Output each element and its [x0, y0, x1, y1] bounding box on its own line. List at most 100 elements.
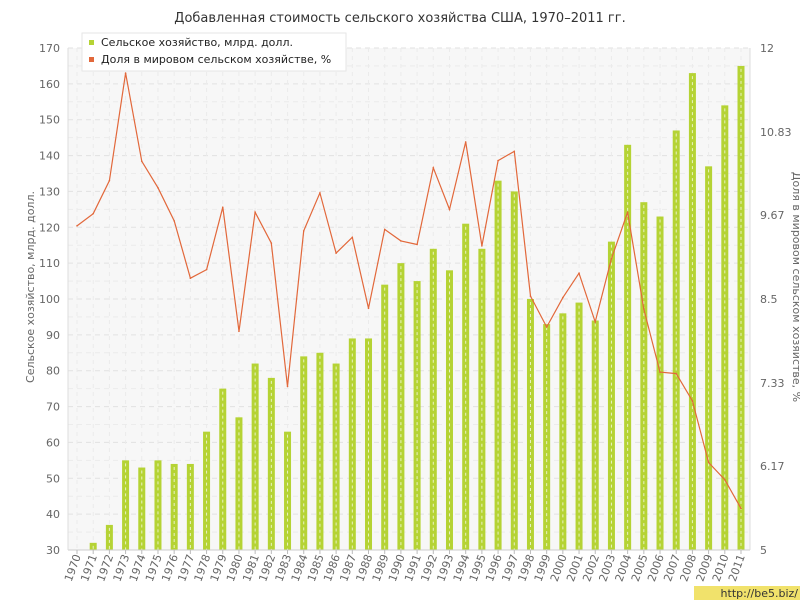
- line-point-2000: [562, 296, 564, 299]
- line-point-1972: [108, 179, 111, 182]
- line-point-1974: [140, 160, 143, 163]
- bar-1980: [235, 417, 243, 550]
- bar-1982: [267, 377, 275, 550]
- bar-2002: [591, 320, 599, 550]
- right-tick-label: 10.83: [760, 126, 792, 139]
- line-point-1981: [254, 211, 256, 214]
- left-tick-label: 90: [46, 329, 60, 342]
- line-point-1995: [481, 245, 483, 247]
- legend-marker-line: [89, 57, 94, 62]
- left-tick-label: 60: [46, 436, 60, 449]
- left-tick-label: 170: [39, 42, 60, 55]
- bar-1972: [105, 524, 113, 550]
- right-tick-label: 7.33: [760, 377, 785, 390]
- right-axis-label: Доля в мировом сельском хозяйстве, %: [790, 172, 800, 402]
- axes: [67, 48, 751, 551]
- left-axis-label: Сельское хозяйство, млрд. долл.: [24, 191, 37, 383]
- bar-1973: [122, 460, 130, 550]
- left-tick-label: 140: [39, 150, 60, 163]
- line-point-1990: [400, 240, 402, 242]
- line-point-1982: [270, 242, 273, 244]
- right-tick-label: 5: [760, 544, 767, 557]
- line-point-1996: [497, 159, 499, 162]
- bar-1984: [300, 356, 308, 550]
- line-point-1978: [205, 268, 208, 271]
- legend: Сельское хозяйство, млрд. долл. Доля в м…: [81, 32, 347, 72]
- line-point-1987: [351, 236, 354, 239]
- line-point-2001: [578, 272, 580, 274]
- chart-title: Добавленная стоимость сельского хозяйств…: [174, 11, 625, 26]
- bar-1975: [154, 460, 162, 550]
- line-point-1994: [464, 141, 467, 143]
- left-tick-label: 150: [39, 114, 60, 127]
- legend-marker-bar: [89, 40, 94, 45]
- bar-2010: [721, 105, 729, 550]
- line-path: [76, 72, 742, 509]
- bar-2011: [737, 65, 745, 550]
- left-tick-label: 160: [39, 78, 60, 91]
- line-point-1986: [335, 252, 337, 254]
- watermark-link[interactable]: http://be5.biz/: [721, 587, 799, 600]
- left-tick-label: 70: [46, 401, 60, 414]
- line-point-2011: [740, 507, 742, 510]
- left-tick-label: 80: [46, 365, 60, 378]
- bar-1979: [219, 388, 227, 550]
- left-tick-label: 120: [39, 221, 60, 234]
- line-point-2009: [707, 461, 710, 464]
- right-tick-label: 9.67: [760, 209, 785, 222]
- line-point-2003: [610, 258, 613, 260]
- line-point-1976: [173, 220, 175, 222]
- line-series: [76, 72, 742, 510]
- x-axis-ticks: 1970197119721973197419751976197719781979…: [62, 550, 748, 583]
- line-point-1999: [545, 326, 548, 328]
- line-point-2006: [659, 371, 661, 373]
- bar-series: [89, 65, 745, 551]
- left-tick-label: 110: [39, 257, 60, 270]
- bar-1976: [170, 463, 178, 550]
- line-point-1993: [448, 208, 451, 211]
- bar-1977: [186, 463, 194, 550]
- line-point-1984: [302, 230, 305, 232]
- line-point-1979: [221, 206, 224, 209]
- line-point-2010: [724, 478, 726, 481]
- bar-1992: [429, 248, 437, 551]
- line-point-1991: [416, 243, 418, 246]
- line-point-2004: [626, 211, 629, 214]
- right-tick-label: 12: [760, 42, 774, 55]
- watermark[interactable]: http://be5.biz/: [694, 586, 800, 600]
- line-point-1977: [189, 277, 192, 280]
- line-point-2005: [643, 308, 645, 310]
- left-tick-label: 50: [46, 472, 60, 485]
- line-point-2007: [675, 372, 678, 375]
- left-axis-ticks: 30 40 50 60 70 80 90 100 110 120 130 140 150 160 170: [39, 42, 60, 557]
- line-point-1988: [367, 307, 370, 310]
- line-point-1971: [92, 212, 94, 215]
- line-point-1997: [513, 150, 516, 153]
- left-tick-label: 40: [46, 508, 60, 521]
- line-point-1975: [157, 187, 159, 189]
- line-point-2008: [691, 400, 694, 402]
- left-tick-label: 130: [39, 185, 60, 198]
- line-point-1985: [319, 192, 321, 194]
- line-point-1989: [383, 228, 386, 231]
- bar-1995: [478, 248, 486, 551]
- bar-1993: [445, 270, 453, 550]
- line-point-1983: [286, 385, 289, 388]
- line-point-1998: [529, 295, 532, 297]
- bar-1994: [462, 223, 470, 550]
- line-point-1973: [124, 72, 127, 74]
- bar-1989: [381, 284, 389, 550]
- right-tick-label: 8.5: [760, 293, 778, 306]
- right-tick-label: 6.17: [760, 460, 785, 473]
- right-axis-ticks: 5 6.17 7.33 8.5 9.67 10.83 12: [760, 42, 792, 557]
- legend-box: [81, 32, 347, 72]
- legend-label-line: Доля в мировом сельском хозяйстве, %: [101, 53, 331, 66]
- line-point-1980: [238, 330, 240, 333]
- line-point-1992: [432, 166, 435, 169]
- line-point-1970: [76, 225, 78, 227]
- legend-label-bar: Сельское хозяйство, млрд. долл.: [101, 36, 293, 49]
- bar-1991: [413, 281, 421, 550]
- grid-lines: [68, 47, 750, 551]
- left-tick-label: 30: [46, 544, 60, 557]
